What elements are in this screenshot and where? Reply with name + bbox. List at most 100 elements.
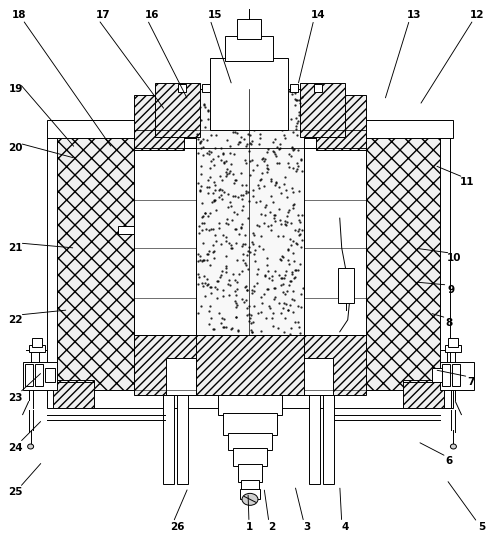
Point (250, 286, 258, 295)
Point (216, 185, 224, 194)
Point (283, 218, 291, 226)
Point (212, 205, 220, 214)
Point (217, 271, 225, 279)
Point (284, 208, 292, 217)
Point (237, 168, 245, 177)
Point (222, 237, 230, 245)
Bar (202, 84, 210, 91)
Point (257, 299, 265, 308)
Point (290, 274, 298, 283)
Point (204, 280, 212, 288)
Point (296, 259, 304, 268)
Point (291, 101, 299, 110)
Point (233, 106, 241, 115)
Point (287, 114, 295, 123)
Point (265, 274, 273, 282)
Point (193, 130, 201, 138)
Point (203, 281, 211, 289)
Point (274, 231, 282, 240)
Bar (53, 130, 134, 400)
Point (253, 161, 261, 170)
Point (224, 220, 232, 229)
Point (287, 240, 295, 249)
Point (222, 268, 230, 276)
Point (270, 294, 278, 303)
Point (291, 273, 299, 282)
Point (269, 308, 277, 317)
Point (289, 164, 297, 173)
Point (218, 186, 226, 195)
Point (230, 178, 238, 187)
Point (270, 211, 278, 220)
Bar (440, 362, 474, 390)
Bar (218, 395, 282, 415)
Point (208, 198, 216, 206)
Point (204, 189, 212, 198)
Point (218, 266, 226, 275)
Point (220, 159, 228, 167)
Point (201, 103, 209, 111)
Bar (432, 368, 442, 382)
Point (286, 300, 294, 309)
Point (251, 246, 259, 254)
Point (217, 191, 225, 200)
Point (276, 86, 284, 94)
Point (276, 140, 284, 149)
Point (219, 116, 227, 124)
Point (242, 295, 250, 304)
Point (292, 125, 300, 133)
Point (291, 318, 299, 326)
Point (293, 131, 301, 139)
Point (248, 185, 256, 194)
Point (235, 270, 243, 279)
Point (218, 195, 226, 204)
Point (240, 134, 248, 143)
Point (245, 302, 252, 310)
Point (245, 146, 253, 155)
Point (217, 319, 225, 327)
Point (205, 183, 213, 192)
Bar (452, 364, 460, 386)
Point (267, 96, 275, 105)
Point (281, 173, 289, 181)
Point (234, 326, 242, 334)
Bar (448, 338, 458, 347)
Point (280, 299, 288, 307)
Point (219, 292, 227, 300)
Point (295, 187, 303, 195)
Point (209, 188, 217, 197)
Point (254, 309, 262, 318)
Point (281, 290, 289, 299)
Point (289, 146, 297, 154)
Point (298, 93, 306, 102)
Ellipse shape (28, 444, 34, 449)
Point (257, 155, 265, 164)
Point (262, 99, 270, 108)
Point (194, 135, 202, 144)
Point (289, 127, 297, 136)
Bar (240, 489, 260, 500)
Point (245, 89, 252, 98)
Bar (47, 130, 57, 400)
Point (199, 212, 207, 220)
Point (295, 323, 303, 332)
Point (288, 269, 296, 278)
Point (201, 209, 209, 218)
Bar (177, 395, 188, 484)
Point (232, 313, 240, 322)
Point (203, 148, 211, 157)
Point (294, 162, 302, 171)
Bar (23, 362, 57, 390)
Bar (290, 84, 298, 91)
Point (234, 140, 242, 149)
Point (238, 294, 246, 303)
Point (297, 154, 305, 163)
Point (298, 236, 306, 245)
Point (280, 131, 288, 139)
Bar (442, 364, 450, 386)
Point (196, 103, 204, 111)
Point (282, 266, 290, 275)
Text: 6: 6 (446, 456, 453, 467)
Point (264, 285, 272, 294)
Point (281, 220, 289, 229)
